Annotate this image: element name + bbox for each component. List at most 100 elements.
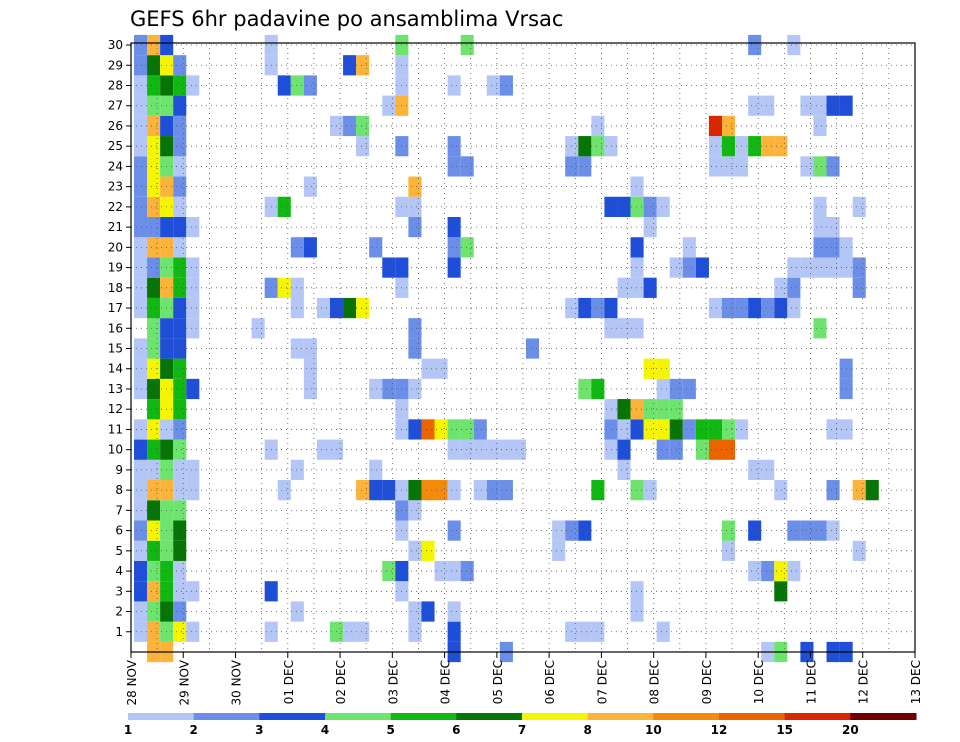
x-tick-label: 02 DEC (334, 660, 348, 704)
heatmap-cell (147, 217, 161, 238)
heatmap-cell (369, 237, 383, 258)
heatmap-cell (813, 156, 827, 177)
heatmap-cell (447, 75, 461, 96)
heatmap-cell (865, 480, 879, 501)
heatmap-cell (682, 378, 696, 400)
heatmap-cell (852, 257, 866, 278)
y-tick-label: 19 (108, 261, 123, 275)
heatmap-cell (656, 358, 670, 379)
heatmap-cell (486, 439, 500, 460)
heatmap-cell (617, 419, 631, 440)
heatmap-cell (356, 480, 370, 501)
heatmap-cell (356, 115, 370, 137)
heatmap-cell (447, 520, 461, 541)
x-tick-label: 07 DEC (595, 660, 609, 704)
heatmap-cell (787, 560, 801, 582)
heatmap-cell (134, 217, 148, 238)
legend-label: 2 (189, 723, 197, 737)
heatmap-cell (708, 419, 722, 440)
heatmap-cell (748, 520, 762, 541)
heatmap-cell (421, 419, 435, 440)
heatmap-cell (787, 297, 801, 319)
y-tick-label: 26 (108, 119, 123, 133)
heatmap-cell (316, 439, 330, 460)
heatmap-cell (277, 196, 291, 217)
heatmap-cell (643, 480, 657, 501)
x-tick-label: 28 NOV (125, 659, 139, 705)
heatmap-cell (748, 136, 762, 157)
heatmap-cell (708, 297, 722, 319)
heatmap-cell (408, 318, 422, 339)
heatmap-cell (134, 95, 148, 116)
heatmap-cell (303, 176, 317, 197)
heatmap-cell (290, 75, 304, 96)
heatmap-cell (774, 136, 788, 157)
heatmap-cell (604, 439, 618, 460)
heatmap-cell (826, 480, 840, 501)
heatmap-cell (147, 459, 161, 481)
heatmap-cell (303, 338, 317, 359)
y-tick-label: 10 (108, 443, 123, 457)
heatmap-cell (134, 540, 148, 561)
heatmap-cell (813, 196, 827, 217)
plot-frame (130, 42, 916, 653)
legend-swatch (719, 713, 786, 720)
heatmap-cell (748, 34, 762, 56)
heatmap-cell (643, 419, 657, 440)
y-axis-ticks: 1234567891011121314151617181920212223242… (108, 38, 131, 639)
heatmap-cell (604, 399, 618, 420)
heatmap-cell (173, 560, 187, 582)
y-tick-label: 24 (108, 159, 123, 173)
heatmap-cell (656, 439, 670, 460)
heatmap-cell (591, 480, 605, 501)
heatmap-cell (643, 358, 657, 379)
heatmap-cell (695, 419, 709, 440)
y-tick-label: 27 (108, 99, 123, 113)
heatmap-cell (290, 237, 304, 258)
heatmap-cell (134, 358, 148, 379)
y-tick-label: 25 (108, 139, 123, 153)
heatmap-cell (134, 560, 148, 582)
heatmap-cell (147, 75, 161, 96)
heatmap-cell (134, 601, 148, 622)
legend-swatch (390, 713, 457, 720)
x-tick-label: 09 DEC (700, 660, 714, 704)
heatmap-cell (826, 257, 840, 278)
heatmap-cell (382, 560, 396, 582)
heatmap-cell (591, 115, 605, 137)
heatmap-cell (826, 237, 840, 258)
heatmap-cell (591, 621, 605, 642)
heatmap-cell (173, 115, 187, 137)
heatmap-cell (134, 34, 148, 56)
gridlines (130, 43, 916, 652)
heatmap-cell (134, 459, 148, 481)
y-tick-label: 6 (115, 524, 123, 538)
heatmap-cell (147, 581, 161, 602)
heatmap-cell (251, 318, 265, 339)
legend-label: 12 (711, 723, 728, 737)
y-tick-label: 3 (115, 584, 123, 598)
heatmap-cell (447, 257, 461, 278)
legend-swatch (653, 713, 720, 720)
heatmap-cell (134, 55, 148, 76)
heatmap-cell (643, 277, 657, 298)
heatmap-cell (695, 257, 709, 278)
heatmap-cell (134, 176, 148, 197)
heatmap-cell (761, 459, 775, 481)
heatmap-cell (147, 237, 161, 258)
heatmap-cell (447, 480, 461, 501)
heatmap-cell (682, 237, 696, 258)
heatmap-cell (460, 237, 474, 258)
heatmap-cell (473, 419, 487, 440)
heatmap-cell (708, 136, 722, 157)
heatmap-cell (134, 277, 148, 298)
heatmap-cell (408, 338, 422, 359)
heatmap-cell (277, 277, 291, 298)
heatmap-cell (147, 500, 161, 521)
heatmap-cell (722, 297, 736, 319)
y-tick-label: 20 (108, 240, 123, 254)
heatmap-cell (173, 459, 187, 481)
heatmap-cell (303, 358, 317, 379)
heatmap-cell (147, 358, 161, 379)
